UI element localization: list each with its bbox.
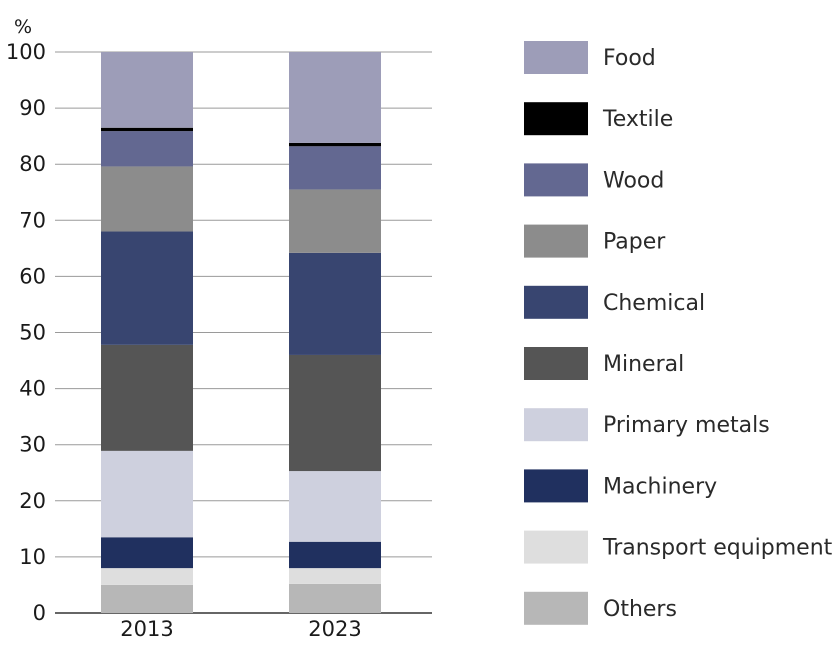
legend-label-others: Others xyxy=(603,597,677,622)
legend-label-chemical: Chemical xyxy=(603,291,705,316)
legend-label-primary-metals: Primary metals xyxy=(603,413,770,438)
bar-segment-2023-paper xyxy=(289,189,381,253)
y-axis-ticks: 0 10 20 30 40 50 60 70 80 90 100 xyxy=(6,40,46,625)
bar-segment-2013-mineral xyxy=(101,344,193,451)
y-tick-label-60: 60 xyxy=(19,264,46,288)
bar-segment-2023-transport-equipment xyxy=(289,568,381,584)
legend-swatch-wood xyxy=(524,163,588,197)
bar-segment-2013-primary-metals xyxy=(101,450,193,538)
y-tick-label-50: 50 xyxy=(19,321,46,345)
y-tick-label-70: 70 xyxy=(19,208,46,232)
x-axis-labels: 2013 2023 xyxy=(120,617,361,641)
legend-label-transport-equipment: Transport equipment xyxy=(602,536,833,561)
bar-segment-2013-transport-equipment xyxy=(101,568,193,585)
bar-segment-2023-chemical xyxy=(289,252,381,355)
bar-segment-2023-machinery xyxy=(289,541,381,569)
bar-segment-2013-machinery xyxy=(101,537,193,569)
legend-swatch-chemical xyxy=(524,285,588,319)
legend-label-paper: Paper xyxy=(603,230,666,255)
bar-segment-2013-wood xyxy=(101,131,193,167)
legend-swatch-mineral xyxy=(524,347,588,380)
bar-segment-2023-primary-metals xyxy=(289,471,381,542)
x-tick-label-2023: 2023 xyxy=(308,617,361,641)
bar-segment-2023-food xyxy=(289,52,381,143)
legend-swatch-transport-equipment xyxy=(524,530,588,564)
bar-segment-2023-mineral xyxy=(289,354,381,472)
y-tick-label-100: 100 xyxy=(6,40,46,64)
bar-segment-2013-food xyxy=(101,52,193,128)
legend-swatch-textile xyxy=(524,102,588,136)
legend-swatch-paper xyxy=(524,224,588,258)
bar-segment-2013-paper xyxy=(101,166,193,232)
bar-segment-2013-textile xyxy=(101,127,193,132)
x-tick-label-2013: 2013 xyxy=(120,617,173,641)
legend: Food Textile Wood Paper Chemical Mineral Prima… xyxy=(524,41,833,625)
legend-label-wood: Wood xyxy=(603,168,664,193)
legend-label-mineral: Mineral xyxy=(603,352,684,377)
bar-segment-2023-textile xyxy=(289,142,381,147)
y-tick-label-30: 30 xyxy=(19,433,46,457)
bars xyxy=(101,52,381,613)
bar-segment-2013-others xyxy=(101,584,193,613)
y-tick-label-80: 80 xyxy=(19,152,46,176)
legend-swatch-primary-metals xyxy=(524,408,588,442)
legend-label-textile: Textile xyxy=(602,107,673,132)
bar-segment-2023-wood xyxy=(289,146,381,190)
legend-label-machinery: Machinery xyxy=(603,474,717,499)
bar-segment-2023-others xyxy=(289,583,381,613)
legend-swatch-food xyxy=(524,41,588,74)
y-tick-label-20: 20 xyxy=(19,489,46,513)
y-axis-unit-label: % xyxy=(14,16,32,38)
bar-segment-2013-chemical xyxy=(101,231,193,345)
y-tick-label-0: 0 xyxy=(33,601,46,625)
y-tick-label-10: 10 xyxy=(19,545,46,569)
legend-swatch-others xyxy=(524,591,588,625)
y-tick-label-40: 40 xyxy=(19,377,46,401)
legend-swatch-machinery xyxy=(524,469,588,503)
y-tick-label-90: 90 xyxy=(19,96,46,120)
legend-label-food: Food xyxy=(603,46,656,71)
